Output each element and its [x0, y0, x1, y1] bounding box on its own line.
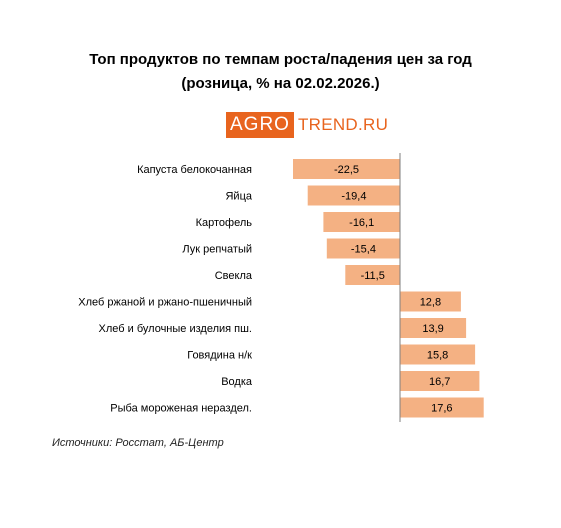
bar-8	[400, 371, 480, 391]
chart-title-line2: (розница, % на 02.02.2026.)	[181, 75, 380, 92]
data-label-7: 15,8	[427, 350, 448, 362]
category-label-8: Водка	[221, 376, 253, 388]
data-label-0: -22,5	[334, 164, 359, 176]
source-note: Источники: Росстат, АБ-Центр	[52, 437, 224, 449]
data-label-4: -11,5	[361, 270, 385, 282]
logo-trend-part: TREND.RU	[297, 115, 389, 134]
category-label-7: Говядина н/к	[187, 350, 252, 362]
data-label-3: -15,4	[351, 244, 376, 256]
agrotrend-logo: AGRO TREND.RU	[226, 112, 388, 138]
category-label-1: Яйца	[225, 191, 252, 203]
category-label-9: Рыба мороженая нераздел.	[110, 403, 252, 415]
category-label-3: Лук репчатый	[182, 244, 252, 256]
data-label-5: 12,8	[420, 297, 441, 309]
data-label-8: 16,7	[429, 376, 450, 388]
bar-1	[307, 185, 400, 206]
data-label-9: 17,6	[431, 403, 452, 415]
category-label-5: Хлеб ржаной и ржано-пшеничный	[78, 297, 252, 309]
data-label-6: 13,9	[422, 323, 443, 335]
category-label-0: Капуста белокочанная	[137, 164, 252, 176]
category-label-6: Хлеб и булочные изделия пш.	[99, 323, 252, 335]
bar-6	[400, 318, 467, 338]
bar-7	[400, 344, 476, 365]
bar-3	[326, 238, 400, 259]
chart-title-line1: Топ продуктов по темпам роста/падения це…	[89, 51, 472, 68]
logo-agro-part: AGRO	[226, 112, 294, 138]
data-label-1: -19,4	[341, 191, 366, 203]
bar-9	[400, 397, 484, 418]
bar-0	[293, 159, 400, 179]
bar-2	[323, 212, 400, 232]
data-label-2: -16,1	[349, 217, 374, 229]
bar-5	[400, 291, 461, 312]
category-label-2: Картофель	[196, 217, 253, 229]
bar-4	[345, 265, 400, 285]
category-label-4: Свекла	[215, 270, 253, 282]
chart-title: Топ продуктов по темпам роста/падения це…	[0, 48, 561, 96]
